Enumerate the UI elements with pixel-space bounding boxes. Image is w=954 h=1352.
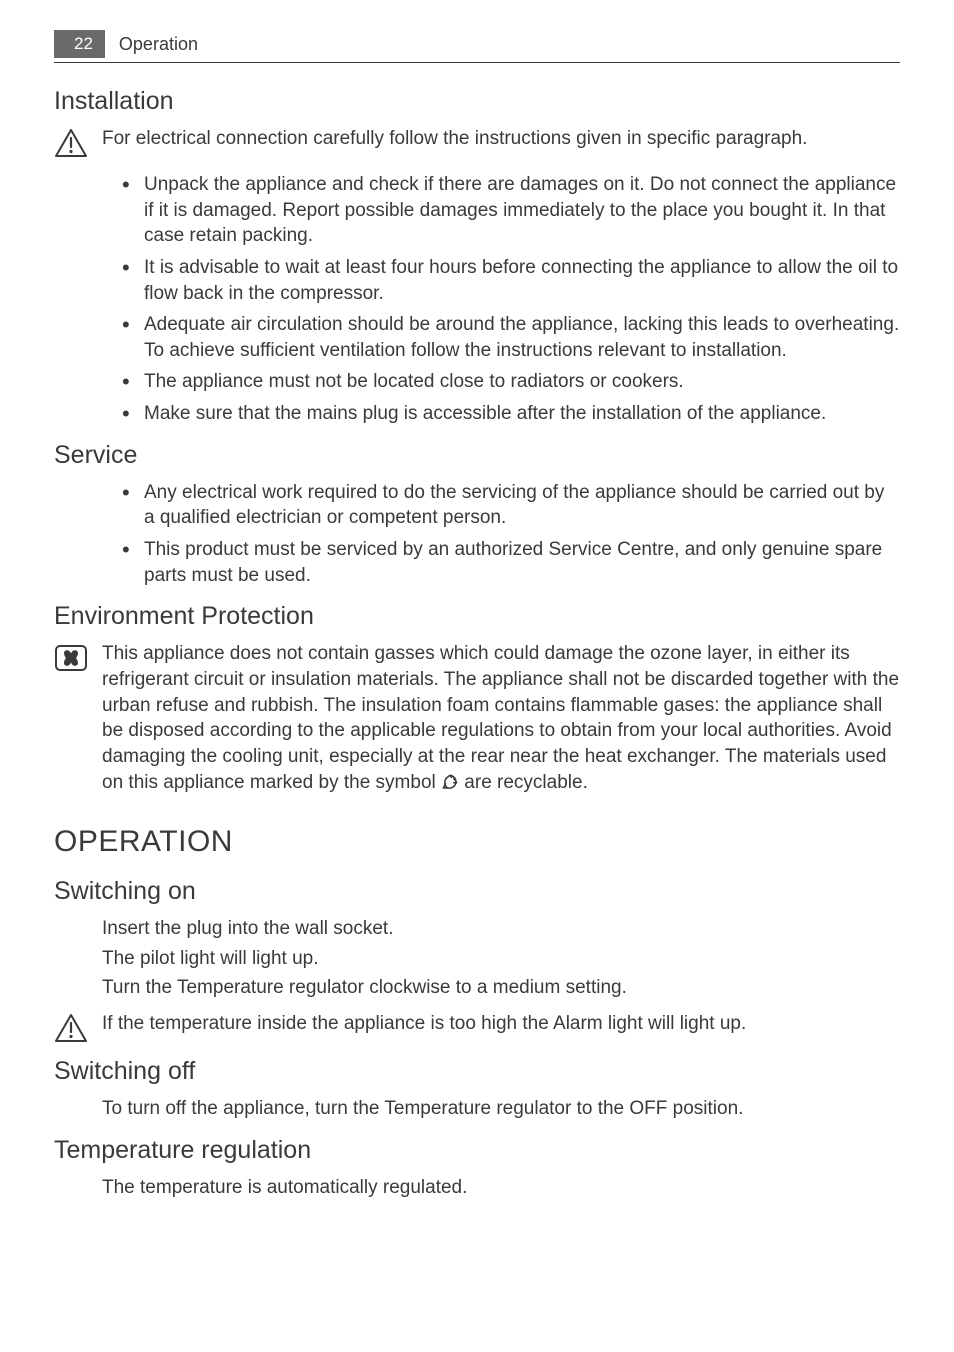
page-header: 22 Operation <box>54 30 900 58</box>
switching-on-line: The pilot light will light up. <box>102 946 900 972</box>
list-item: Any electrical work required to do the s… <box>122 480 900 531</box>
switching-on-heading: Switching on <box>54 877 900 906</box>
page-container: 22 Operation Installation For electrical… <box>0 0 954 1244</box>
list-item: Make sure that the mains plug is accessi… <box>122 401 900 427</box>
switching-off-block: To turn off the appliance, turn the Temp… <box>54 1096 900 1122</box>
installation-heading: Installation <box>54 87 900 116</box>
installation-bullet-list: Unpack the appliance and check if there … <box>102 172 900 427</box>
environment-heading: Environment Protection <box>54 602 900 631</box>
operation-heading: OPERATION <box>54 825 900 859</box>
warning-icon <box>54 1011 102 1043</box>
environment-block: This appliance does not contain gasses w… <box>54 641 900 795</box>
recycle-icon <box>441 773 459 791</box>
switching-on-line: Turn the Temperature regulator clockwise… <box>102 975 900 1001</box>
switching-on-block: Insert the plug into the wall socket. Th… <box>54 916 900 1001</box>
page-number-box: 22 <box>54 30 105 58</box>
environment-text-after: are recyclable. <box>459 772 588 793</box>
temp-reg-text: The temperature is automatically regulat… <box>102 1175 900 1201</box>
switching-on-warning-text: If the temperature inside the appliance … <box>102 1011 900 1037</box>
list-item: It is advisable to wait at least four ho… <box>122 255 900 306</box>
installation-warning-block: For electrical connection carefully foll… <box>54 126 900 158</box>
installation-bullets-block: Unpack the appliance and check if there … <box>54 172 900 427</box>
service-heading: Service <box>54 441 900 470</box>
temp-reg-heading: Temperature regulation <box>54 1136 900 1165</box>
header-section-title: Operation <box>119 34 198 58</box>
list-item: This product must be serviced by an auth… <box>122 537 900 588</box>
environment-icon <box>54 641 102 673</box>
environment-text: This appliance does not contain gasses w… <box>102 641 900 795</box>
service-bullets-block: Any electrical work required to do the s… <box>54 480 900 589</box>
temp-reg-block: The temperature is automatically regulat… <box>54 1175 900 1201</box>
switching-off-heading: Switching off <box>54 1057 900 1086</box>
list-item: Unpack the appliance and check if there … <box>122 172 900 249</box>
switching-on-line: Insert the plug into the wall socket. <box>102 916 900 942</box>
installation-warning-text: For electrical connection carefully foll… <box>102 126 900 152</box>
environment-text-before: This appliance does not contain gasses w… <box>102 643 899 792</box>
header-divider <box>54 62 900 63</box>
list-item: Adequate air circulation should be aroun… <box>122 312 900 363</box>
warning-icon <box>54 126 102 158</box>
list-item: The appliance must not be located close … <box>122 369 900 395</box>
service-bullet-list: Any electrical work required to do the s… <box>102 480 900 589</box>
switching-on-warning-block: If the temperature inside the appliance … <box>54 1011 900 1043</box>
switching-off-text: To turn off the appliance, turn the Temp… <box>102 1096 900 1122</box>
